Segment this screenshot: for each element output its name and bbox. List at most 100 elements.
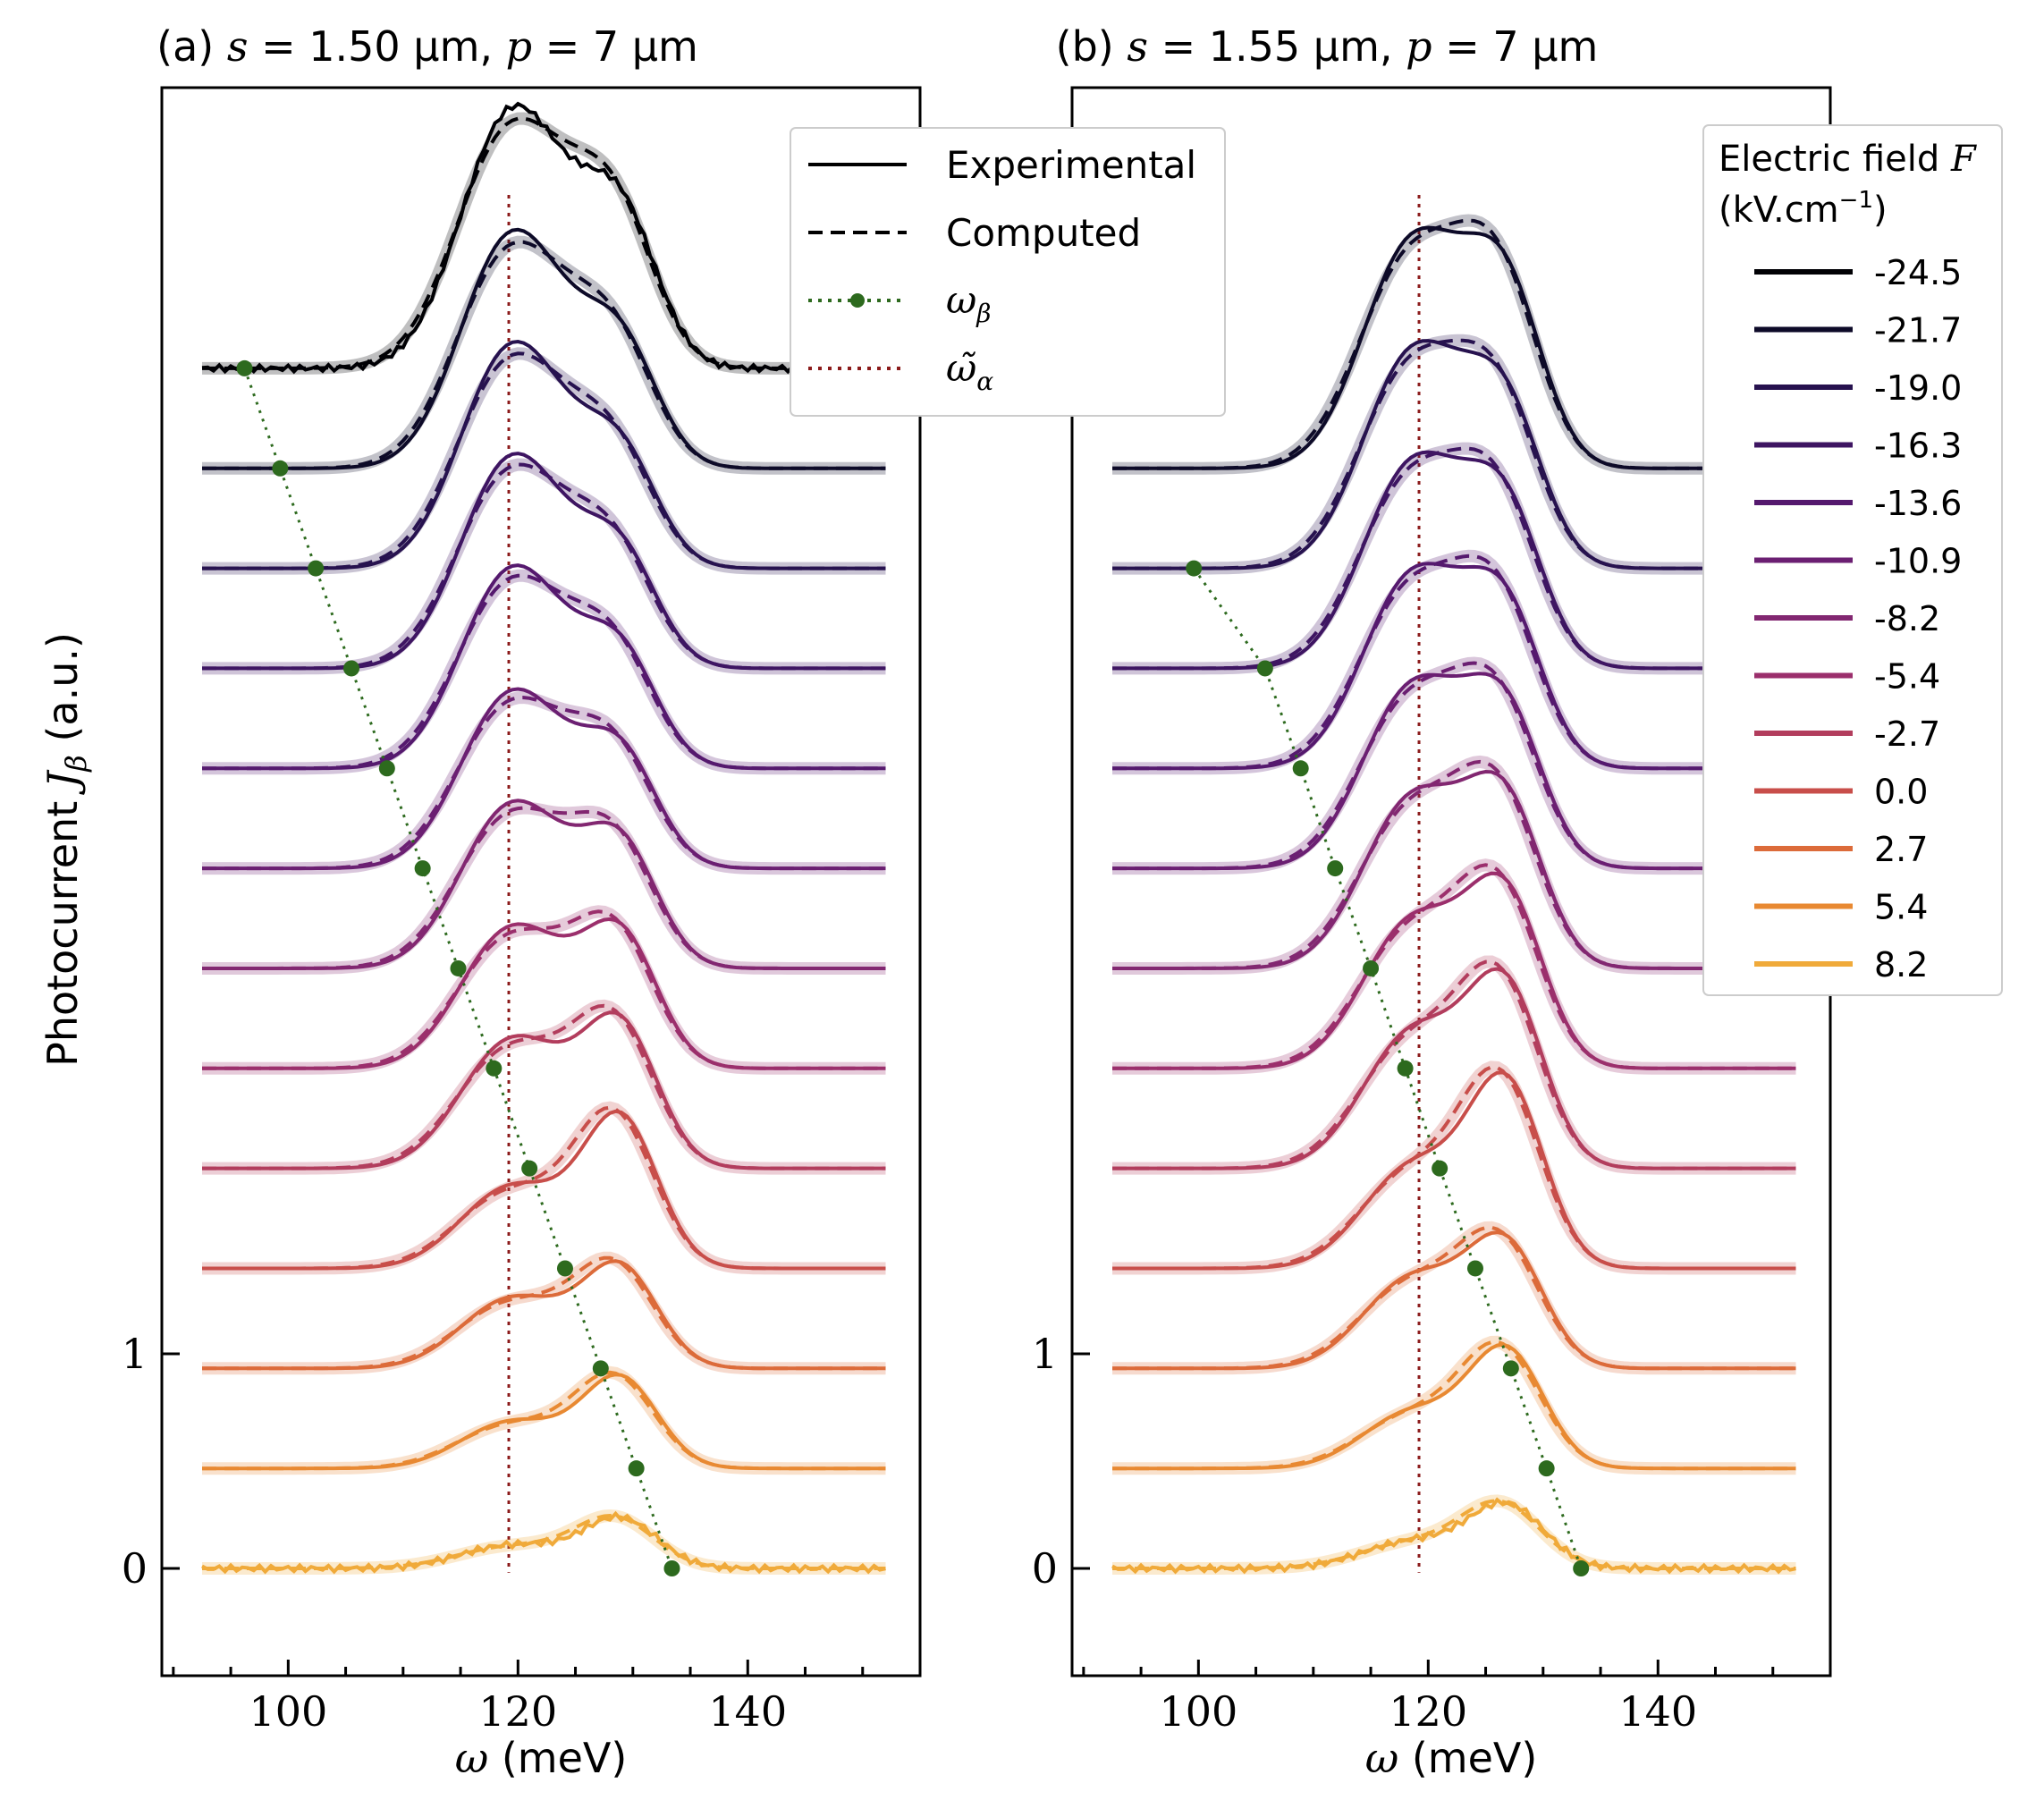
computed-band bbox=[202, 112, 886, 375]
panel-b: (b) s = 1.55 μm, p = 7 μm 100 120 140 0 1 ω … bbox=[1032, 22, 1832, 1782]
x-tick-label: 120 bbox=[478, 1687, 557, 1736]
omega-beta-point bbox=[450, 959, 467, 976]
omega-beta-point bbox=[1256, 660, 1273, 677]
omega-beta-point bbox=[236, 359, 253, 376]
panel-a-xlabel: ω (meV) bbox=[455, 1734, 628, 1782]
computed-band bbox=[202, 1101, 886, 1275]
experimental-curve bbox=[1112, 672, 1796, 871]
experimental-curve bbox=[1112, 339, 1796, 570]
omega-beta-point bbox=[1327, 860, 1344, 877]
computed-curve bbox=[202, 1370, 886, 1471]
omega-beta-point bbox=[486, 1060, 503, 1077]
legend-experimental-label: Experimental bbox=[946, 143, 1196, 187]
experimental-curve bbox=[202, 227, 886, 470]
experimental-curve bbox=[1112, 1342, 1796, 1471]
legend-omega-beta-label: ωβ bbox=[946, 278, 991, 328]
y-tick-label: 1 bbox=[1032, 1330, 1058, 1378]
experimental-curve bbox=[201, 101, 887, 375]
omega-beta-point bbox=[663, 1560, 680, 1576]
legend-field-label: -8.2 bbox=[1874, 599, 1940, 638]
experimental-curve bbox=[202, 1373, 886, 1471]
computed-curve bbox=[202, 1105, 886, 1271]
omega-beta-point bbox=[1432, 1160, 1449, 1177]
panel-a-plot-area bbox=[201, 101, 887, 1576]
computed-band bbox=[202, 801, 886, 975]
panel-a: (a) s = 1.50 μm, p = 7 μm 100 120 140 0 1 ω … bbox=[38, 22, 922, 1782]
omega-beta-point bbox=[414, 860, 431, 877]
experimental-curve bbox=[202, 799, 886, 970]
omega-beta-point bbox=[1186, 560, 1203, 577]
computed-band bbox=[202, 1365, 886, 1475]
legend-field-label: -21.7 bbox=[1874, 311, 1962, 351]
experimental-curve bbox=[202, 917, 886, 1070]
computed-curve bbox=[1112, 1340, 1796, 1471]
x-tick-label: 100 bbox=[249, 1687, 327, 1736]
legend-field-title: Electric field F bbox=[1719, 139, 1977, 180]
x-tick-label: 140 bbox=[1618, 1687, 1697, 1736]
omega-beta-point bbox=[1363, 959, 1380, 976]
omega-beta-point bbox=[1573, 1560, 1590, 1576]
experimental-curve bbox=[1112, 1070, 1796, 1271]
legend-field-label: -13.6 bbox=[1874, 484, 1962, 523]
y-tick-label: 1 bbox=[122, 1330, 148, 1378]
computed-curve bbox=[1112, 1499, 1796, 1570]
legend-field-units: (kV.cm−1) bbox=[1719, 187, 1888, 231]
panel-a-ylabel: Photocurrent Jβ (a.u.) bbox=[38, 632, 93, 1067]
computed-band bbox=[202, 905, 886, 1075]
panel-b-xlabel: ω (meV) bbox=[1365, 1734, 1538, 1782]
x-tick-label: 140 bbox=[708, 1687, 787, 1736]
experimental-curve bbox=[1112, 769, 1796, 970]
omega-beta-point bbox=[1502, 1360, 1519, 1377]
computed-curve bbox=[202, 351, 886, 570]
experimental-curve bbox=[201, 1510, 886, 1575]
legend-field-label: -24.5 bbox=[1874, 253, 1962, 292]
legend-computed-label: Computed bbox=[946, 211, 1141, 255]
legend-field-label: -2.7 bbox=[1874, 714, 1940, 754]
experimental-curve bbox=[202, 339, 886, 570]
panel-b-ticks: 100 120 140 0 1 bbox=[1032, 1330, 1775, 1736]
panel-a-ticks: 100 120 140 0 1 bbox=[122, 1330, 865, 1736]
computed-curve bbox=[202, 240, 886, 470]
experimental-curve bbox=[1112, 1230, 1796, 1371]
omega-beta-point bbox=[628, 1460, 645, 1477]
omega-beta-point bbox=[1292, 760, 1309, 777]
legend-field-label: -10.9 bbox=[1874, 542, 1962, 581]
computed-curve bbox=[202, 909, 886, 1070]
computed-curve bbox=[202, 696, 886, 871]
omega-beta-point bbox=[1466, 1260, 1483, 1277]
y-tick-label: 0 bbox=[1032, 1544, 1058, 1593]
omega-beta-point bbox=[592, 1360, 609, 1377]
computed-band bbox=[1112, 1335, 1796, 1475]
panel-a-title: (a) s = 1.50 μm, p = 7 μm bbox=[156, 22, 698, 71]
omega-beta-point bbox=[272, 460, 289, 477]
computed-curve bbox=[202, 116, 886, 370]
experimental-curve bbox=[1111, 1497, 1796, 1575]
legend-line-styles: Experimental Computed ωβ ω̃α bbox=[790, 127, 1226, 417]
legend-field-label: -5.4 bbox=[1874, 657, 1940, 697]
legend-electric-field: Electric field F (kV.cm−1) -24.5 -21.7 -19… bbox=[1702, 124, 2003, 996]
experimental-curve bbox=[1112, 871, 1796, 1070]
omega-beta-point bbox=[521, 1160, 538, 1177]
legend-field-label: 2.7 bbox=[1874, 830, 1928, 869]
computed-band bbox=[202, 691, 886, 875]
legend-field-label: 8.2 bbox=[1874, 945, 1928, 985]
legend-field-label: 5.4 bbox=[1874, 888, 1928, 927]
y-tick-label: 0 bbox=[122, 1544, 148, 1593]
computed-band bbox=[202, 235, 886, 475]
computed-band bbox=[202, 999, 886, 1175]
omega-beta-point bbox=[343, 660, 359, 677]
computed-band bbox=[1112, 1494, 1796, 1575]
experimental-curve bbox=[202, 563, 886, 771]
legend-field-entries: -24.5 -21.7 -19.0 -16.3 -13.6 -10.9 -8.2 -5.4 -2… bbox=[1754, 253, 1962, 985]
computed-band bbox=[1112, 1221, 1796, 1375]
legend-field-label: -19.0 bbox=[1874, 368, 1962, 408]
omega-beta-point bbox=[378, 760, 395, 777]
legend-omega-beta-marker bbox=[850, 293, 865, 308]
experimental-curve bbox=[202, 687, 886, 871]
experimental-curve bbox=[202, 1109, 886, 1271]
omega-beta-point bbox=[1538, 1460, 1555, 1477]
experimental-curve bbox=[202, 452, 886, 671]
x-tick-label: 120 bbox=[1389, 1687, 1467, 1736]
legend-field-label: -16.3 bbox=[1874, 427, 1962, 466]
